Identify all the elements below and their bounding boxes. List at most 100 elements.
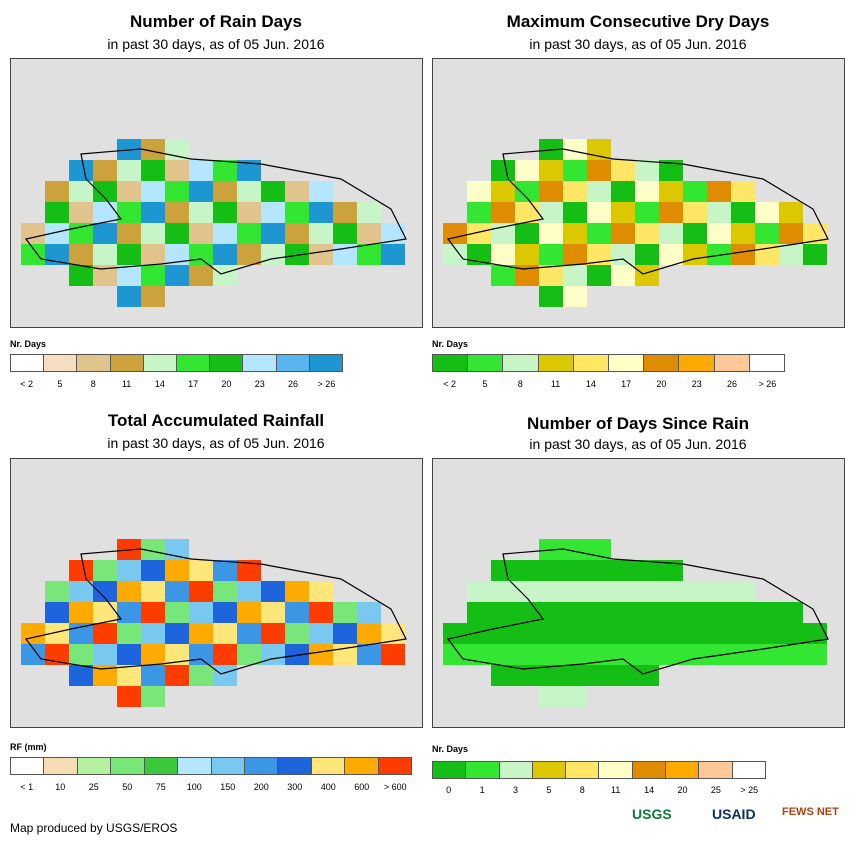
legend-label: 20 bbox=[656, 379, 667, 389]
legend-swatch bbox=[503, 355, 539, 371]
map-cell bbox=[69, 623, 93, 644]
legend-label: 3 bbox=[512, 785, 519, 795]
legend-swatch bbox=[244, 758, 279, 774]
legend-label: 14 bbox=[585, 379, 596, 389]
map-cell bbox=[165, 665, 189, 686]
map-cell bbox=[515, 623, 539, 644]
legend-swatch bbox=[573, 355, 610, 371]
map-cell bbox=[141, 286, 165, 307]
map-cell bbox=[539, 560, 563, 581]
map-cell bbox=[189, 181, 213, 202]
map-cell bbox=[587, 539, 611, 560]
map-cell bbox=[69, 665, 93, 686]
map-cell bbox=[467, 244, 491, 265]
map-cells-dry-days bbox=[443, 139, 829, 307]
legend-label: 5 bbox=[57, 379, 63, 389]
map-cell bbox=[261, 602, 285, 623]
panel-subtitle-since-rain: in past 30 days, as of 05 Jun. 2016 bbox=[529, 436, 747, 452]
map-cell bbox=[563, 181, 587, 202]
map-cell bbox=[285, 202, 309, 223]
legend-swatch bbox=[599, 762, 633, 778]
map-cell bbox=[587, 581, 611, 602]
legend-label: 14 bbox=[644, 785, 655, 795]
map-cell bbox=[635, 665, 659, 686]
map-cell bbox=[237, 602, 261, 623]
map-cell bbox=[165, 202, 189, 223]
legend-label: 1 bbox=[479, 785, 485, 795]
legend-swatch bbox=[749, 355, 785, 371]
map-cell bbox=[165, 623, 189, 644]
map-cell bbox=[333, 202, 357, 223]
usaid-logo: USAID bbox=[712, 806, 756, 822]
map-cell bbox=[731, 623, 755, 644]
map-cell bbox=[515, 581, 539, 602]
agency-logos: USGS USAID FEWS NET bbox=[630, 806, 845, 836]
legend-label: 11 bbox=[550, 379, 561, 389]
legend-label: 20 bbox=[677, 785, 688, 795]
map-cell bbox=[515, 665, 539, 686]
map-cell bbox=[539, 644, 563, 665]
map-cell bbox=[117, 665, 141, 686]
map-cell bbox=[237, 181, 261, 202]
map-cell bbox=[261, 244, 285, 265]
map-cell bbox=[707, 181, 731, 202]
map-cell bbox=[515, 560, 539, 581]
map-cell bbox=[491, 665, 515, 686]
map-cell bbox=[635, 181, 659, 202]
map-cell bbox=[779, 623, 803, 644]
map-cell bbox=[141, 644, 165, 665]
map-cell bbox=[587, 665, 611, 686]
map-cell bbox=[141, 244, 165, 265]
map-cell bbox=[803, 623, 827, 644]
map-rainfall bbox=[10, 458, 423, 728]
map-cell bbox=[69, 581, 93, 602]
map-cell bbox=[117, 560, 141, 581]
map-cell bbox=[491, 560, 515, 581]
map-cell bbox=[635, 581, 659, 602]
map-cell bbox=[45, 644, 69, 665]
legend-label: 26 bbox=[288, 379, 299, 389]
legend-label: 11 bbox=[611, 785, 621, 795]
map-cell bbox=[755, 623, 779, 644]
map-cell bbox=[683, 581, 707, 602]
map-cell bbox=[93, 265, 117, 286]
legend-title-dry-days: Nr. Days bbox=[432, 339, 469, 349]
map-cell bbox=[491, 181, 515, 202]
legend-swatch bbox=[732, 762, 765, 778]
map-cell bbox=[539, 265, 563, 286]
panel-title-rainfall: Total Accumulated Rainfall bbox=[107, 411, 325, 430]
panel-title-dry-days: Maximum Consecutive Dry Days bbox=[506, 12, 770, 31]
map-cell bbox=[539, 602, 563, 623]
map-cell bbox=[309, 623, 333, 644]
map-cell bbox=[309, 244, 333, 265]
map-rain-days bbox=[10, 58, 423, 328]
legend-swatch bbox=[276, 355, 310, 371]
map-cell bbox=[491, 265, 515, 286]
map-cell bbox=[731, 602, 755, 623]
map-cell bbox=[515, 602, 539, 623]
map-cell bbox=[515, 202, 539, 223]
map-cell bbox=[755, 202, 779, 223]
map-cell bbox=[237, 644, 261, 665]
map-cell bbox=[69, 223, 93, 244]
map-cell bbox=[213, 560, 237, 581]
map-cell bbox=[731, 181, 755, 202]
map-cell bbox=[659, 623, 683, 644]
legend-swatch bbox=[309, 355, 343, 371]
map-cell bbox=[165, 560, 189, 581]
legend-label: 23 bbox=[691, 379, 702, 389]
map-cell bbox=[213, 244, 237, 265]
map-cell bbox=[117, 623, 141, 644]
map-cell bbox=[93, 665, 117, 686]
map-cell bbox=[803, 644, 827, 665]
legend-labels-dry-days: < 2 5 8 11 14 17 20 23 26 > 26 bbox=[432, 379, 785, 391]
map-cell bbox=[611, 160, 635, 181]
map-cell bbox=[213, 581, 237, 602]
legend-label: > 600 bbox=[383, 782, 407, 792]
map-cell bbox=[467, 644, 491, 665]
legend-swatch bbox=[499, 762, 533, 778]
map-cell bbox=[587, 223, 611, 244]
map-cell bbox=[515, 181, 539, 202]
map-cell bbox=[261, 581, 285, 602]
map-cell bbox=[779, 202, 803, 223]
